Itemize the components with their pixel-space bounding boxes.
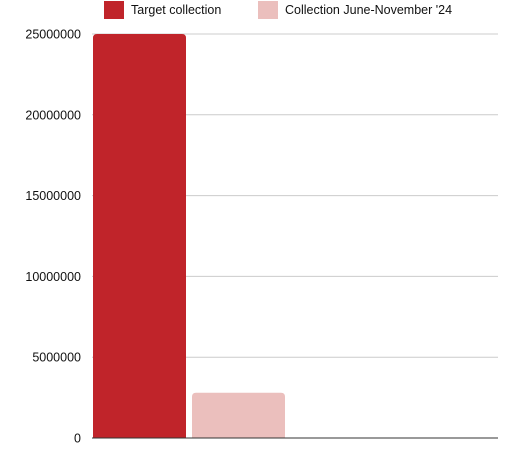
legend-swatch [104, 1, 124, 19]
legend-label: Target collection [131, 3, 221, 17]
y-axis-tick-labels: 0 5000000 10000000 15000000 20000000 25000000 [25, 28, 81, 446]
y-tick-label: 15000000 [25, 189, 81, 203]
bar-series-2 [192, 392, 285, 438]
y-tick-label: 25000000 [25, 28, 81, 42]
y-tick-label: 0 [74, 432, 81, 446]
bar-series-1 [93, 34, 186, 438]
chart-legend: Target collection Collection June-Novembe… [104, 1, 452, 19]
legend-swatch [258, 1, 278, 19]
y-tick-label: 20000000 [25, 108, 81, 122]
chart-bars [93, 34, 285, 438]
y-tick-label: 10000000 [25, 270, 81, 284]
y-tick-label: 5000000 [32, 351, 81, 365]
legend-label: Collection June-November '24 [285, 3, 452, 17]
